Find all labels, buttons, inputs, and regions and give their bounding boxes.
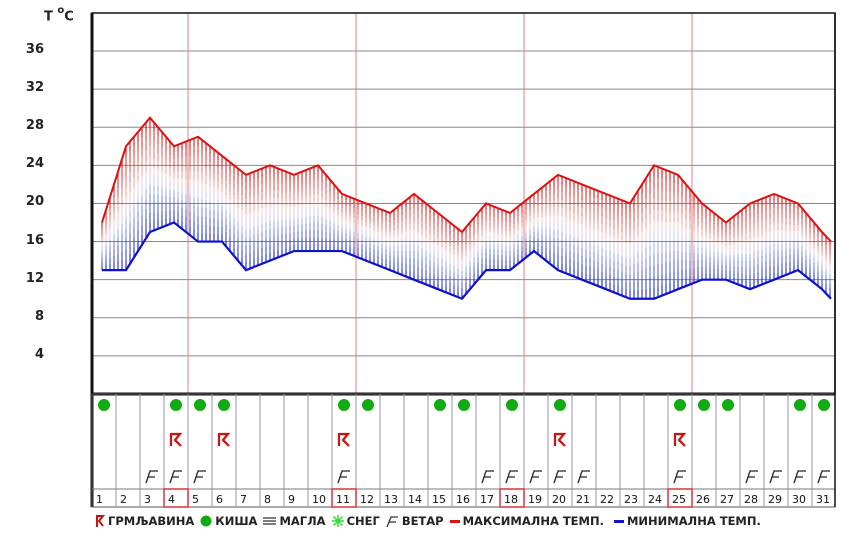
legend-wind: ВЕТАР (386, 514, 444, 528)
rain-icon (506, 399, 518, 411)
rain-icon (170, 399, 182, 411)
wind-icon (193, 470, 206, 484)
y-tick-label: 36 (25, 42, 44, 57)
day-label: 15 (432, 493, 446, 506)
day-label: 13 (384, 493, 398, 506)
thunderstorm-icon (337, 432, 351, 447)
y-tick-label: 8 (34, 308, 44, 324)
min-temp-swatch (613, 520, 624, 523)
min-temp-line (102, 221, 832, 301)
day-label: 11 (336, 493, 350, 506)
rain-icon (698, 399, 710, 411)
day-label: 23 (624, 493, 638, 506)
rain-icon (818, 399, 830, 411)
day-label: 25 (672, 493, 686, 506)
y-tick-label: 32 (25, 80, 44, 96)
thunderstorm-icon (673, 432, 687, 447)
rain-icon (218, 399, 230, 411)
thunderstorm-icon (96, 514, 105, 527)
day-label: 5 (192, 493, 199, 506)
day-label: 17 (480, 493, 494, 506)
thunderstorm-icon (217, 432, 231, 447)
y-tick-label: 16 (25, 232, 44, 248)
day-label: 1 (96, 493, 103, 506)
day-label: 27 (720, 493, 734, 506)
snow-icon (331, 515, 344, 527)
day-label: 22 (600, 493, 614, 506)
rain-icon (200, 515, 212, 527)
day-label: 16 (456, 493, 470, 506)
max-temp-swatch (449, 520, 460, 523)
rain-icon (98, 399, 110, 411)
y-tick-label: 28 (25, 118, 44, 134)
y-tick-label: 20 (25, 194, 44, 210)
thunderstorm-icon (169, 432, 183, 447)
thunderstorm-icon (553, 432, 567, 447)
highlighted-day (331, 488, 357, 508)
rain-icon (434, 399, 446, 411)
day-label: 21 (576, 493, 590, 506)
legend-rain: КИША (200, 514, 257, 528)
day-label: 30 (792, 493, 806, 506)
legend-min-temp: МИНИМАЛНА ТЕМП. (613, 514, 761, 528)
highlighted-day (667, 488, 693, 508)
temperature-band (101, 117, 831, 299)
fog-icon (263, 517, 277, 525)
wind-icon (793, 470, 806, 484)
wind-icon (673, 470, 686, 484)
day-label: 31 (816, 493, 830, 506)
day-label: 20 (552, 493, 566, 506)
day-label: 4 (168, 493, 175, 506)
legend-max-temp: МАКСИМАЛНА ТЕМП. (449, 514, 604, 528)
wind-icon (577, 470, 590, 484)
chart-plot-area: 1 2 3 4 5 6 7 8 9 10 11 12 13 14 15 16 17 18 19 20 21 22 23 24 2… (90, 12, 836, 508)
day-label: 26 (696, 493, 710, 506)
y-axis-title: T oC (44, 5, 74, 25)
y-tick-label: 12 (25, 270, 44, 286)
wind-icon (769, 470, 782, 484)
legend: ГРМЉАВИНА КИША МАГЛА СНЕГ ВЕТАР МАКСИМАЛ… (95, 514, 767, 528)
legend-thunderstorm: ГРМЉАВИНА (95, 514, 194, 528)
y-tick-label: 4 (34, 346, 44, 362)
wind-icon (817, 470, 830, 484)
rain-icon (362, 399, 374, 411)
wind-icon (553, 470, 566, 484)
day-label: 29 (768, 493, 782, 506)
legend-fog: МАГЛА (263, 514, 326, 528)
y-tick-label: 24 (25, 156, 44, 172)
rain-icon (194, 399, 206, 411)
day-label: 2 (120, 493, 127, 506)
rain-icon (338, 399, 350, 411)
rain-icon (674, 399, 686, 411)
wind-icon (169, 470, 182, 484)
rain-icon (722, 399, 734, 411)
wind-icon (481, 470, 494, 484)
highlighted-day (163, 488, 189, 508)
wind-icon (145, 470, 158, 484)
rain-icon (458, 399, 470, 411)
highlighted-day (499, 488, 525, 508)
wind-icon (529, 470, 542, 484)
day-label: 19 (528, 493, 542, 506)
wind-icon (337, 470, 350, 484)
day-label: 9 (288, 493, 295, 506)
day-label: 24 (648, 493, 662, 506)
day-label: 3 (144, 493, 151, 506)
day-label: 6 (216, 493, 223, 506)
day-label: 28 (744, 493, 758, 506)
max-temp-line (101, 116, 832, 243)
legend-snow: СНЕГ (331, 514, 380, 528)
wind-icon (505, 470, 518, 484)
rain-icon (554, 399, 566, 411)
rain-icon (794, 399, 806, 411)
wind-icon (745, 470, 758, 484)
day-label: 12 (360, 493, 374, 506)
day-label: 14 (408, 493, 422, 506)
day-label: 18 (504, 493, 518, 506)
day-label: 8 (264, 493, 271, 506)
day-label: 7 (240, 493, 247, 506)
day-label: 10 (312, 493, 326, 506)
wind-icon (386, 516, 398, 527)
